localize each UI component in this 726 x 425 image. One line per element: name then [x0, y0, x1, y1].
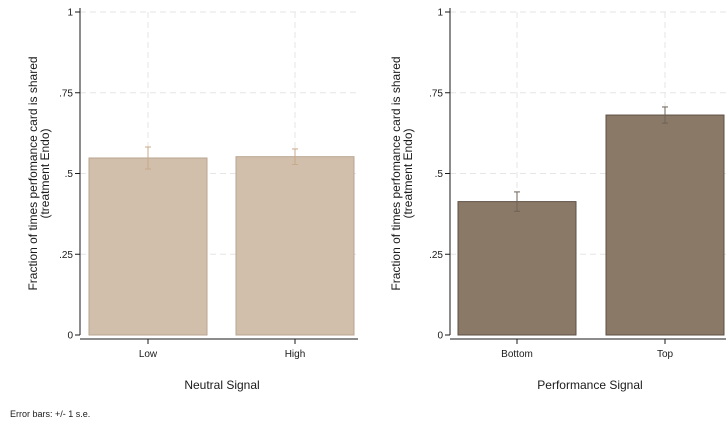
y-tick-label: .75 [59, 88, 73, 99]
bar-high [235, 156, 355, 336]
y-tick-label: 1 [437, 8, 443, 19]
x-axis-title: Neutral Signal [184, 378, 259, 392]
y-axis-title: Fraction of times perfomance card is sha… [389, 56, 403, 290]
y-tick-label: 0 [67, 331, 73, 342]
x-axis-title: Performance Signal [537, 378, 642, 392]
y-tick-label: .5 [65, 169, 74, 180]
error-bar-note: Error bars: +/- 1 s.e. [10, 409, 91, 419]
chart-panel-1: 0 .25 .5 .75 1 Low High Neutral Signal Fraction … [26, 8, 358, 392]
y-tick-label: .25 [429, 250, 443, 261]
chart-canvas: 0 .25 .5 .75 1 Low High Neutral Signal Fraction … [26, 8, 726, 392]
y-axis-subtitle: (treatment Endo) [38, 128, 52, 218]
y-tick-label: .5 [435, 169, 444, 180]
y-axis-subtitle: (treatment Endo) [401, 128, 415, 218]
bar-bottom [457, 201, 577, 336]
x-tick-label: Top [657, 349, 674, 360]
y-tick-label: 1 [67, 8, 73, 19]
y-tick-label: 0 [437, 331, 443, 342]
y-axis-title: Fraction of times perfomance card is sha… [26, 56, 40, 290]
x-tick-label: Bottom [501, 349, 533, 360]
chart-panel-2: 0 .25 .5 .75 1 Bottom Top Performance Signal Fra… [389, 8, 726, 392]
x-tick-label: High [285, 349, 306, 360]
y-tick-label: .75 [429, 88, 443, 99]
y-tick-label: .25 [59, 250, 73, 261]
x-tick-label: Low [139, 349, 158, 360]
bar-top [605, 114, 725, 336]
bar-low [88, 157, 208, 336]
